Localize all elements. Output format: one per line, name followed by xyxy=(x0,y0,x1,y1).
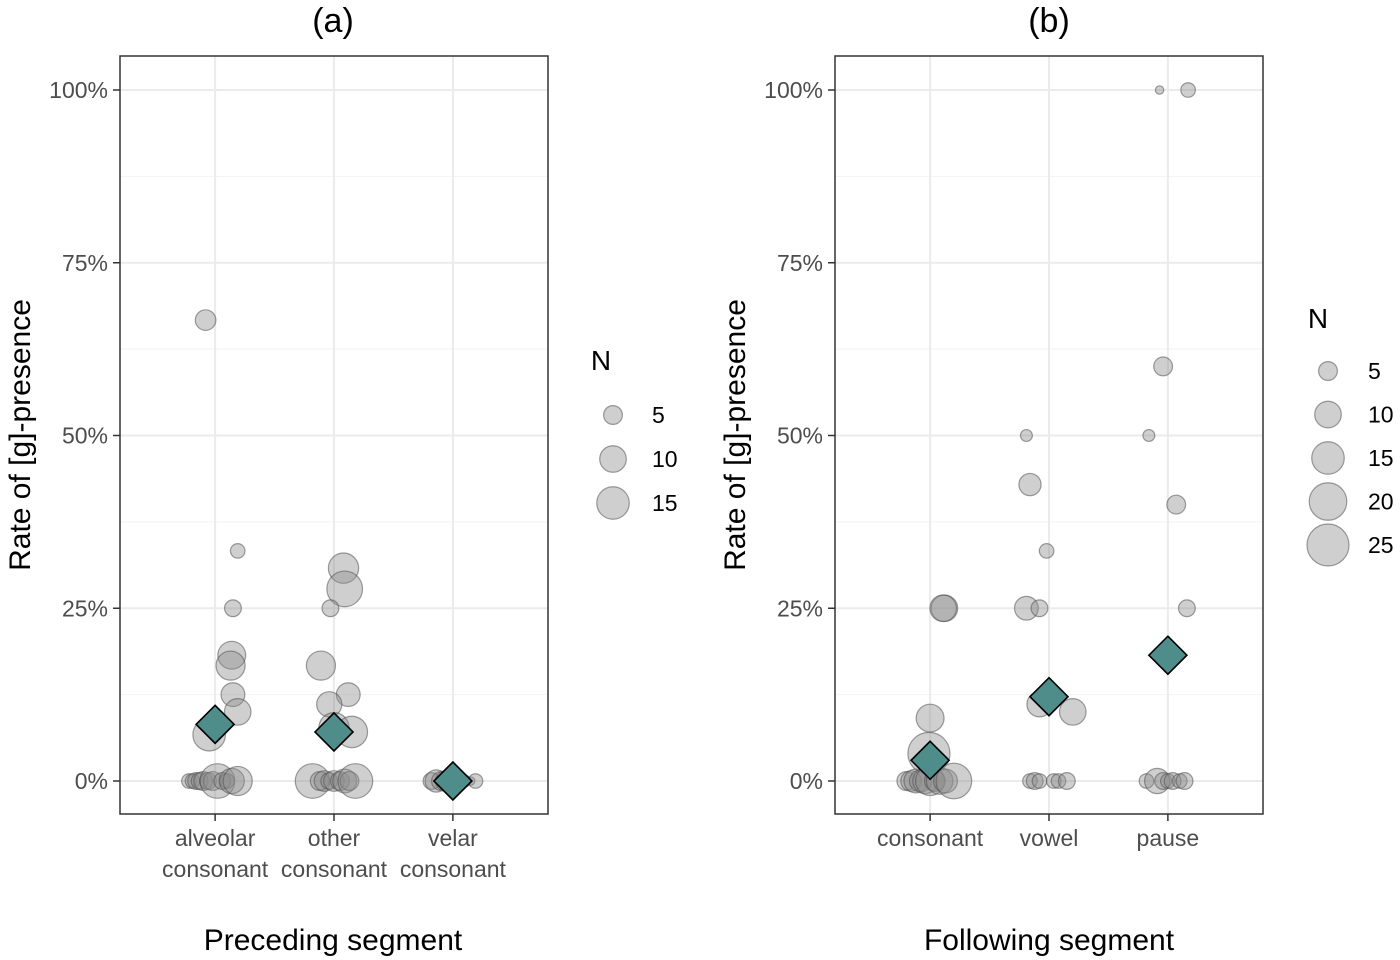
data-point xyxy=(1057,771,1076,790)
x-tick-label: consonant xyxy=(400,856,507,882)
legend-key xyxy=(1318,361,1338,381)
legend-label: 5 xyxy=(1368,358,1381,384)
legend-title: N xyxy=(591,345,611,376)
data-point xyxy=(933,768,959,794)
mean-marker xyxy=(909,740,951,781)
data-point xyxy=(337,763,374,799)
size-legend: N 5 10 15 xyxy=(591,345,678,520)
data-point xyxy=(305,650,337,681)
legend-title: N xyxy=(1308,303,1328,334)
legend-key xyxy=(1308,482,1348,521)
data-point xyxy=(229,543,246,559)
y-tick-label: 100% xyxy=(49,77,108,103)
data-point xyxy=(313,770,336,792)
data-point xyxy=(1045,773,1062,789)
data-point xyxy=(327,552,360,584)
data-point xyxy=(321,599,340,618)
data-point xyxy=(217,640,247,670)
y-tick-label: 25% xyxy=(777,595,823,621)
legend-key xyxy=(596,486,630,520)
x-axis-title: Following segment xyxy=(924,924,1175,957)
data-point xyxy=(1013,595,1039,621)
legend-key xyxy=(603,405,623,425)
x-tick-label: vowel xyxy=(1020,825,1079,851)
data-point xyxy=(339,771,360,791)
data-point xyxy=(220,682,246,708)
x-tick-label: velar xyxy=(428,825,478,851)
data-point xyxy=(1025,771,1044,790)
data-point xyxy=(1038,543,1055,559)
data-point xyxy=(929,594,958,623)
data-point xyxy=(1166,494,1187,515)
x-tick-label: pause xyxy=(1137,825,1200,851)
legend-key xyxy=(1306,523,1350,567)
y-tick-label: 0% xyxy=(790,768,823,794)
mean-marker xyxy=(1028,676,1070,717)
data-point xyxy=(1177,599,1196,618)
y-tick-label: 0% xyxy=(75,768,108,794)
y-axis-title: Rate of [g]-presence xyxy=(719,299,752,571)
legend-label: 5 xyxy=(652,402,665,428)
y-tick-label: 100% xyxy=(764,77,823,103)
data-point xyxy=(915,703,945,733)
data-point xyxy=(935,762,973,800)
legend-label: 20 xyxy=(1368,489,1394,515)
x-tick-label: alveolar xyxy=(175,825,256,851)
data-point xyxy=(215,650,246,681)
size-legend: N 5 10 15 20 25 xyxy=(1306,303,1394,567)
data-point xyxy=(1175,771,1194,790)
data-point xyxy=(294,763,331,799)
data-point xyxy=(223,698,252,726)
data-point xyxy=(1154,85,1165,95)
legend-label: 15 xyxy=(652,490,678,516)
y-tick-label: 75% xyxy=(777,250,823,276)
panel-b: 0% 25% 50% 75% 100% consonant vowel pause (b) Fol… xyxy=(719,2,1394,957)
x-tick-label: consonant xyxy=(281,856,388,882)
mean-marker xyxy=(432,760,474,802)
panel-a: 0% 25% 50% 75% 100% alveolar consonant other con… xyxy=(4,2,678,957)
y-tick-label: 25% xyxy=(62,595,108,621)
data-point xyxy=(222,765,253,797)
legend-label: 10 xyxy=(1368,402,1394,428)
data-point xyxy=(1058,698,1087,726)
legend-key xyxy=(1314,400,1342,429)
y-axis-title: Rate of [g]-presence xyxy=(4,299,37,571)
legend-label: 15 xyxy=(1368,445,1394,471)
y-tick-label: 50% xyxy=(62,423,108,449)
x-axis-title: Preceding segment xyxy=(204,924,463,957)
data-point xyxy=(1018,472,1042,497)
mean-marker xyxy=(313,711,355,753)
data-point xyxy=(1142,428,1156,443)
data-point xyxy=(326,570,364,608)
data-point xyxy=(1030,599,1049,618)
x-tick-label: consonant xyxy=(162,856,269,882)
panel-title: (a) xyxy=(312,2,354,40)
data-point xyxy=(194,309,217,331)
x-tick-label: consonant xyxy=(877,825,984,851)
data-point xyxy=(1019,428,1033,443)
legend-key xyxy=(599,445,627,473)
data-point xyxy=(1031,773,1048,789)
data-point xyxy=(202,771,223,791)
panel-title: (b) xyxy=(1028,2,1070,40)
x-tick-label: other xyxy=(308,825,361,851)
legend-label: 10 xyxy=(652,446,678,472)
data-point xyxy=(1154,771,1173,790)
y-tick-label: 75% xyxy=(62,250,108,276)
data-point xyxy=(1180,82,1196,98)
legend-key xyxy=(1311,441,1345,475)
legend-label: 25 xyxy=(1368,532,1394,558)
data-point xyxy=(218,767,245,795)
data-point xyxy=(1153,356,1174,377)
mean-marker xyxy=(194,704,236,745)
mean-marker xyxy=(1147,635,1189,676)
y-tick-label: 50% xyxy=(777,423,823,449)
data-point xyxy=(223,599,242,618)
